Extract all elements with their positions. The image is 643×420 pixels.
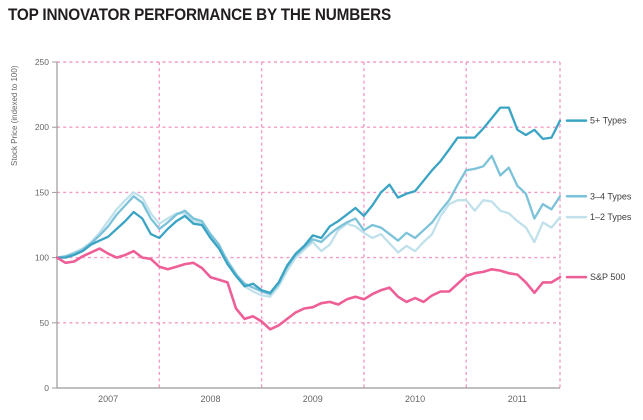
series-line-3-4-types [55,154,562,296]
legend-label-s-p-500: S&P 500 [590,272,625,282]
series-line-s-p-500 [55,247,562,331]
x-tick-label-2009: 2009 [303,394,323,404]
y-tick-label-0: 0 [44,383,49,393]
x-tick-label-2007: 2007 [98,394,118,404]
y-axis-label: Stock Price (indexed to 100) [10,65,19,166]
legend-label-5-types: 5+ Types [590,116,627,126]
x-tick-label-2011: 2011 [508,394,527,404]
page-title: TOP INNOVATOR PERFORMANCE BY THE NUMBERS [8,5,391,24]
y-tick-label-50: 50 [40,318,50,328]
series-line-1-2-types [55,191,562,298]
y-tick-label-100: 100 [35,253,49,263]
legend-label-3-4-types: 3–4 Types [590,191,632,201]
y-tick-label-200: 200 [35,122,49,132]
x-tick-label-2010: 2010 [405,394,425,404]
y-tick-label-150: 150 [35,187,49,197]
y-tick-label-250: 250 [35,57,49,67]
legend-label-1-2-types: 1–2 Types [590,212,632,222]
series-line-5-types [55,106,562,294]
x-tick-label-2008: 2008 [200,394,220,404]
